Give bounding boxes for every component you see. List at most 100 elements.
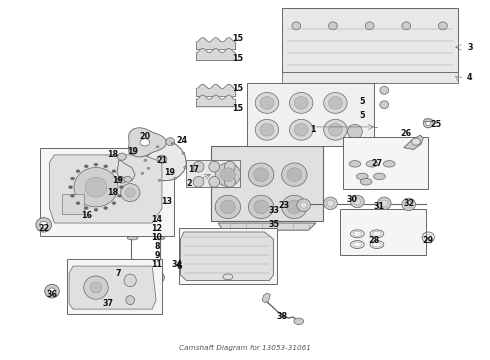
Ellipse shape — [171, 142, 174, 144]
Ellipse shape — [412, 138, 420, 145]
Ellipse shape — [71, 194, 74, 197]
Ellipse shape — [248, 163, 274, 186]
Text: 15: 15 — [232, 54, 243, 63]
Ellipse shape — [155, 233, 164, 236]
Ellipse shape — [380, 86, 389, 94]
Ellipse shape — [128, 229, 138, 233]
Text: 34: 34 — [171, 260, 182, 269]
Ellipse shape — [294, 318, 304, 324]
Ellipse shape — [120, 186, 123, 189]
Ellipse shape — [254, 200, 269, 214]
Ellipse shape — [329, 123, 342, 136]
Ellipse shape — [49, 288, 55, 294]
Ellipse shape — [84, 207, 88, 210]
Ellipse shape — [118, 194, 122, 197]
Ellipse shape — [327, 200, 334, 206]
Text: Camshaft Diagram for 13053-31061: Camshaft Diagram for 13053-31061 — [179, 345, 311, 351]
Ellipse shape — [69, 186, 73, 189]
Ellipse shape — [426, 121, 431, 126]
Text: 29: 29 — [423, 237, 434, 246]
Bar — [62, 194, 84, 214]
Ellipse shape — [294, 96, 308, 109]
Bar — [343, 137, 428, 189]
Ellipse shape — [383, 161, 395, 167]
Ellipse shape — [124, 176, 132, 182]
Polygon shape — [49, 155, 162, 223]
Text: 18: 18 — [107, 188, 119, 197]
Ellipse shape — [248, 195, 274, 219]
Ellipse shape — [182, 152, 185, 154]
Text: 35: 35 — [269, 220, 280, 229]
Bar — [340, 209, 426, 255]
Ellipse shape — [112, 202, 116, 204]
Text: 5: 5 — [360, 111, 365, 120]
Ellipse shape — [260, 123, 274, 136]
Ellipse shape — [215, 163, 241, 186]
Ellipse shape — [104, 207, 108, 210]
Text: 26: 26 — [401, 129, 412, 138]
Ellipse shape — [71, 177, 74, 180]
Ellipse shape — [118, 177, 122, 180]
Text: 3: 3 — [467, 43, 472, 52]
Ellipse shape — [156, 146, 159, 148]
Ellipse shape — [74, 167, 118, 207]
Text: 37: 37 — [103, 299, 114, 308]
Ellipse shape — [127, 218, 138, 221]
Ellipse shape — [157, 273, 164, 282]
Ellipse shape — [193, 161, 204, 172]
Text: 28: 28 — [369, 237, 380, 246]
Ellipse shape — [112, 170, 116, 173]
Ellipse shape — [127, 221, 138, 225]
Ellipse shape — [329, 96, 342, 109]
Ellipse shape — [125, 188, 135, 197]
Text: 17: 17 — [188, 165, 199, 174]
Ellipse shape — [128, 233, 137, 236]
Ellipse shape — [366, 161, 378, 167]
Ellipse shape — [349, 161, 361, 167]
Ellipse shape — [297, 199, 311, 211]
Ellipse shape — [84, 165, 88, 168]
Ellipse shape — [193, 176, 204, 187]
Ellipse shape — [76, 202, 80, 204]
Ellipse shape — [158, 179, 161, 181]
Text: 14: 14 — [151, 215, 163, 224]
Text: 19: 19 — [127, 147, 138, 156]
Ellipse shape — [94, 163, 98, 166]
Ellipse shape — [118, 177, 126, 183]
Text: 4: 4 — [467, 73, 472, 82]
Ellipse shape — [76, 170, 80, 173]
Polygon shape — [142, 142, 186, 181]
Ellipse shape — [127, 273, 135, 282]
Ellipse shape — [155, 229, 164, 233]
Ellipse shape — [290, 120, 313, 140]
Ellipse shape — [104, 165, 108, 168]
Text: 32: 32 — [403, 199, 414, 208]
Ellipse shape — [85, 177, 107, 197]
Text: 23: 23 — [278, 201, 290, 210]
Ellipse shape — [294, 123, 308, 136]
Ellipse shape — [282, 195, 307, 219]
Ellipse shape — [127, 236, 138, 240]
Ellipse shape — [36, 218, 51, 232]
Ellipse shape — [381, 200, 388, 206]
Ellipse shape — [118, 153, 126, 160]
Text: 15: 15 — [232, 84, 243, 93]
Ellipse shape — [287, 200, 302, 214]
Ellipse shape — [154, 218, 165, 221]
Ellipse shape — [184, 166, 187, 168]
Ellipse shape — [324, 120, 347, 140]
Ellipse shape — [300, 202, 307, 208]
Text: 38: 38 — [276, 312, 287, 321]
Ellipse shape — [224, 176, 235, 187]
Polygon shape — [262, 293, 270, 303]
Ellipse shape — [140, 139, 150, 146]
Ellipse shape — [347, 125, 362, 139]
Ellipse shape — [174, 177, 177, 179]
Ellipse shape — [423, 119, 433, 128]
Ellipse shape — [209, 176, 220, 187]
Ellipse shape — [154, 221, 165, 225]
Text: 19: 19 — [113, 176, 123, 185]
Ellipse shape — [126, 224, 139, 229]
Bar — [282, 72, 458, 83]
Text: 1: 1 — [311, 125, 316, 134]
